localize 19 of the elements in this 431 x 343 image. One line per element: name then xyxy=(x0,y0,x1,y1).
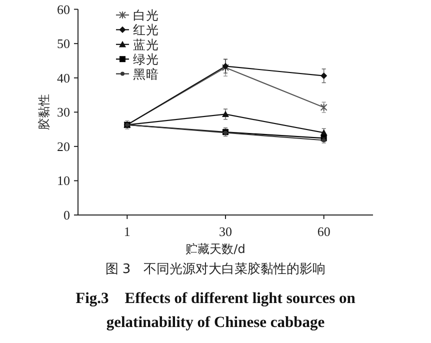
text: Fig.3 Effects of different light sources on gelatinability of Chinese cabbage xyxy=(74,289,356,333)
y-tick-label: 20 xyxy=(57,138,70,154)
y-tick-label: 30 xyxy=(57,104,70,120)
x-tick-label: 30 xyxy=(219,224,232,239)
legend-label: 白光 xyxy=(133,8,159,22)
legend-label: 绿光 xyxy=(133,52,159,67)
legend-label: 蓝光 xyxy=(133,36,159,52)
legend-label: 黑暗 xyxy=(133,66,159,82)
text: 图 3 不同光源对大白菜胶黏性的影响 xyxy=(104,261,327,278)
y-tick-label: 40 xyxy=(57,70,70,86)
x-tick-label: 60 xyxy=(317,224,330,239)
x-tick-label: 1 xyxy=(124,224,130,239)
x-axis-title: 贮藏天数/d xyxy=(186,242,246,256)
y-axis-title: 胶黏性 xyxy=(37,94,51,130)
y-tick-label: 50 xyxy=(57,36,70,52)
y-tick-label: 0 xyxy=(64,208,70,222)
legend-label: 红光 xyxy=(133,22,159,38)
y-tick-label: 60 xyxy=(57,2,70,17)
y-tick-label: 10 xyxy=(57,173,70,188)
